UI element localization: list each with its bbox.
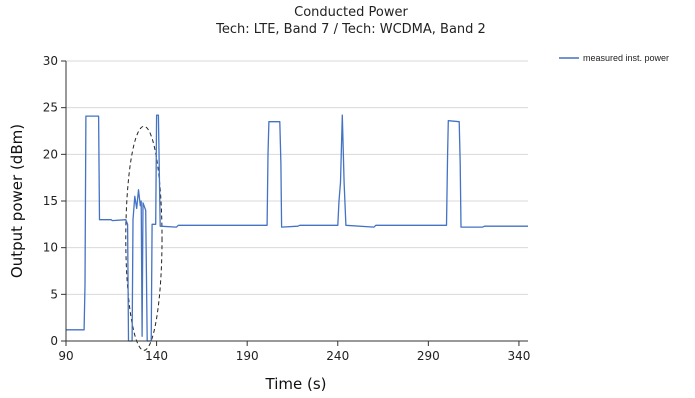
x-tick-label-5: 340: [507, 349, 530, 363]
x-tick-label-2: 190: [236, 349, 259, 363]
y-tick-label-4: 20: [43, 147, 58, 161]
x-tick-label-1: 140: [145, 349, 168, 363]
y-tick-label-6: 30: [43, 54, 58, 68]
legend-label: measured inst. power: [583, 53, 669, 63]
grid: [66, 60, 528, 295]
annotation-ellipse: [125, 125, 163, 351]
y-tick-label-3: 15: [43, 194, 58, 208]
series-line: [66, 114, 528, 342]
y-axis-label: Output power (dBm): [8, 124, 26, 278]
x-tick-label-0: 90: [58, 349, 73, 363]
ticks: 0 5 10 15 20 25 30 90 140 190 240 290 340: [43, 54, 531, 363]
series-layer: [66, 114, 528, 342]
x-tick-label-4: 290: [417, 349, 440, 363]
y-tick-label-0: 0: [50, 334, 58, 348]
y-tick-label-2: 10: [43, 241, 58, 255]
x-axis-label: Time (s): [265, 375, 327, 393]
chart-title: Conducted Power: [294, 5, 408, 20]
x-tick-label-3: 240: [326, 349, 349, 363]
chart-subtitle: Tech: LTE, Band 7 / Tech: WCDMA, Band 2: [215, 22, 486, 37]
y-tick-label-1: 5: [50, 287, 58, 301]
annotation-layer: [125, 125, 163, 351]
y-tick-label-5: 25: [43, 101, 58, 115]
legend: measured inst. power: [559, 53, 669, 63]
